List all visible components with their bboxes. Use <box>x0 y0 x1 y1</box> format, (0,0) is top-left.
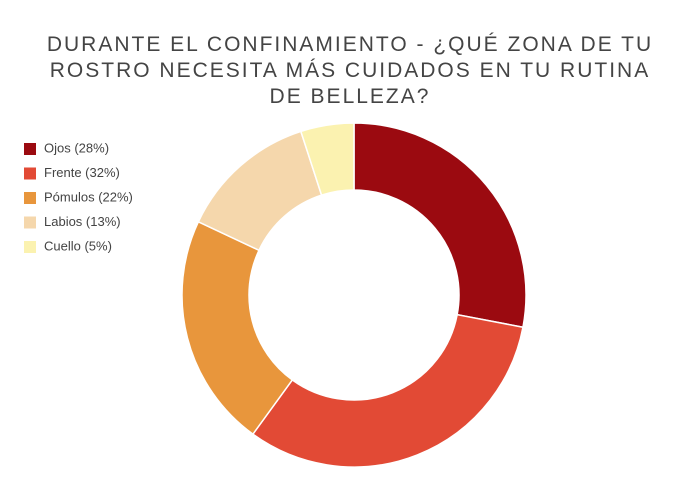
legend-label: Cuello (5%) <box>44 238 112 253</box>
legend-swatch <box>24 167 36 180</box>
donut-slice <box>353 122 527 329</box>
legend-label: Frente (32%) <box>44 165 120 180</box>
legend-swatch <box>24 216 36 229</box>
donut-slice <box>251 313 524 468</box>
legend-swatch <box>24 192 36 204</box>
legend-swatch <box>24 241 36 253</box>
legend-swatch <box>24 143 36 155</box>
donut-slice <box>299 122 355 197</box>
chart-title: DURANTE EL CONFINAMIENTO - ¿QUÉ ZONA DE … <box>46 33 654 108</box>
donut-slice <box>181 220 294 436</box>
legend-label: Labios (13%) <box>44 214 121 229</box>
legend-label: Ojos (28%) <box>44 140 109 155</box>
legend-label: Pómulos (22%) <box>44 189 133 204</box>
